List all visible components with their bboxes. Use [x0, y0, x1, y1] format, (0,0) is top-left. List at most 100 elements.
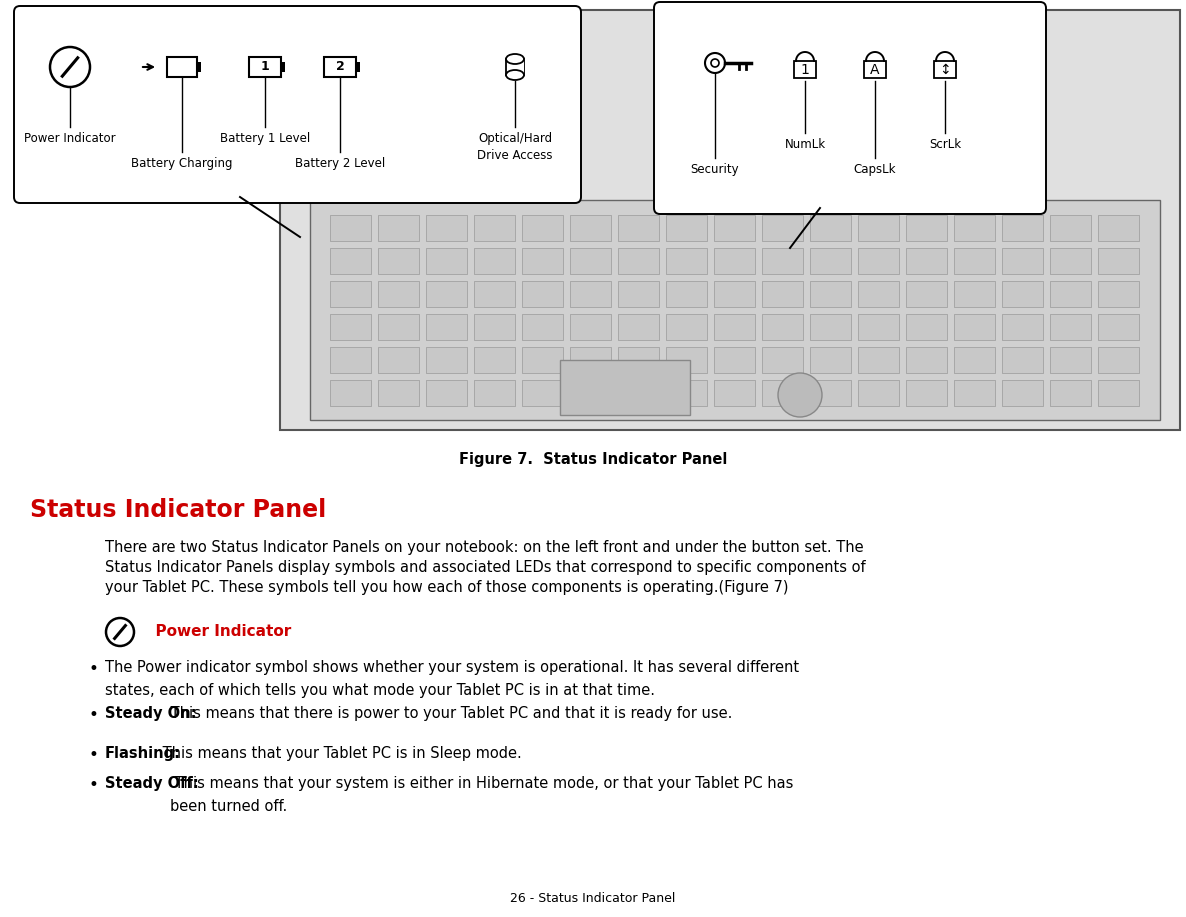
Bar	[474, 347, 515, 373]
Polygon shape	[280, 10, 1180, 430]
Text: 2: 2	[336, 61, 344, 73]
Bar	[1002, 215, 1042, 241]
Text: Battery Charging: Battery Charging	[132, 157, 232, 170]
Bar	[793, 61, 816, 78]
Bar	[810, 248, 852, 274]
Bar	[330, 380, 371, 406]
Text: CapsLk: CapsLk	[854, 163, 897, 176]
Bar	[1050, 215, 1091, 241]
Bar	[667, 347, 707, 373]
Bar	[618, 347, 659, 373]
Bar	[426, 347, 467, 373]
Bar	[330, 347, 371, 373]
Bar	[570, 215, 611, 241]
Bar	[761, 215, 803, 241]
Bar	[667, 314, 707, 340]
Bar	[522, 380, 563, 406]
Bar	[857, 380, 899, 406]
Bar	[426, 281, 467, 307]
Text: There are two Status Indicator Panels on your notebook: on the left front and un: There are two Status Indicator Panels on…	[106, 540, 863, 555]
Bar	[714, 215, 755, 241]
Bar	[618, 248, 659, 274]
Text: The Power indicator symbol shows whether your system is operational. It has seve: The Power indicator symbol shows whether…	[106, 660, 799, 699]
Bar	[1002, 281, 1042, 307]
Text: Status Indicator Panels display symbols and associated LEDs that correspond to s: Status Indicator Panels display symbols …	[106, 560, 866, 575]
Bar	[570, 314, 611, 340]
Text: 26 - Status Indicator Panel: 26 - Status Indicator Panel	[510, 892, 676, 905]
Bar	[906, 215, 946, 241]
Bar	[1098, 215, 1139, 241]
Bar	[570, 248, 611, 274]
Bar	[1050, 314, 1091, 340]
Text: Battery 2 Level: Battery 2 Level	[295, 157, 385, 170]
Bar	[810, 215, 852, 241]
Bar	[522, 314, 563, 340]
Text: your Tablet PC. These symbols tell you how each of those components is operating: your Tablet PC. These symbols tell you h…	[106, 580, 789, 595]
Bar	[714, 314, 755, 340]
Text: Steady On:: Steady On:	[106, 706, 197, 721]
Bar	[618, 380, 659, 406]
Text: A: A	[871, 62, 880, 76]
Polygon shape	[310, 200, 1160, 420]
Bar	[857, 347, 899, 373]
Bar	[761, 281, 803, 307]
Text: 1: 1	[261, 61, 269, 73]
Text: Power Indicator: Power Indicator	[145, 624, 292, 639]
Bar	[1002, 314, 1042, 340]
Bar	[324, 57, 356, 77]
Bar	[1098, 347, 1139, 373]
Bar	[863, 61, 886, 78]
Bar	[954, 380, 995, 406]
Bar	[167, 57, 197, 77]
Bar	[570, 347, 611, 373]
Bar	[570, 281, 611, 307]
FancyBboxPatch shape	[653, 2, 1046, 214]
Text: •: •	[88, 706, 98, 724]
FancyBboxPatch shape	[14, 6, 581, 203]
Text: ↕: ↕	[939, 62, 951, 76]
Bar	[330, 248, 371, 274]
Bar	[810, 380, 852, 406]
Bar	[761, 248, 803, 274]
Bar	[810, 281, 852, 307]
Bar	[522, 248, 563, 274]
Text: This means that your system is either in Hibernate mode, or that your Tablet PC : This means that your system is either in…	[170, 776, 793, 814]
Bar	[426, 248, 467, 274]
Bar	[954, 215, 995, 241]
Text: ScrLk: ScrLk	[929, 138, 961, 151]
Bar	[330, 314, 371, 340]
Bar	[1002, 248, 1042, 274]
Bar	[810, 314, 852, 340]
Bar	[426, 380, 467, 406]
Bar	[906, 380, 946, 406]
Circle shape	[778, 373, 822, 417]
Text: Security: Security	[690, 163, 739, 176]
Bar	[281, 62, 285, 72]
Bar	[857, 314, 899, 340]
Bar	[522, 347, 563, 373]
Bar	[378, 215, 419, 241]
Bar	[330, 215, 371, 241]
Text: •: •	[88, 746, 98, 764]
Bar	[857, 248, 899, 274]
Bar	[714, 380, 755, 406]
Bar	[330, 281, 371, 307]
Text: 1: 1	[801, 62, 809, 76]
Bar	[570, 380, 611, 406]
Bar	[761, 314, 803, 340]
Bar	[426, 215, 467, 241]
Bar	[474, 215, 515, 241]
Bar	[1050, 380, 1091, 406]
Bar	[618, 281, 659, 307]
Circle shape	[106, 618, 134, 646]
Bar	[474, 248, 515, 274]
Bar	[906, 314, 946, 340]
Bar	[810, 347, 852, 373]
Bar	[857, 281, 899, 307]
Bar	[1098, 248, 1139, 274]
Bar	[378, 380, 419, 406]
Bar	[667, 281, 707, 307]
Bar	[560, 360, 690, 415]
Bar	[1098, 314, 1139, 340]
Bar	[761, 347, 803, 373]
